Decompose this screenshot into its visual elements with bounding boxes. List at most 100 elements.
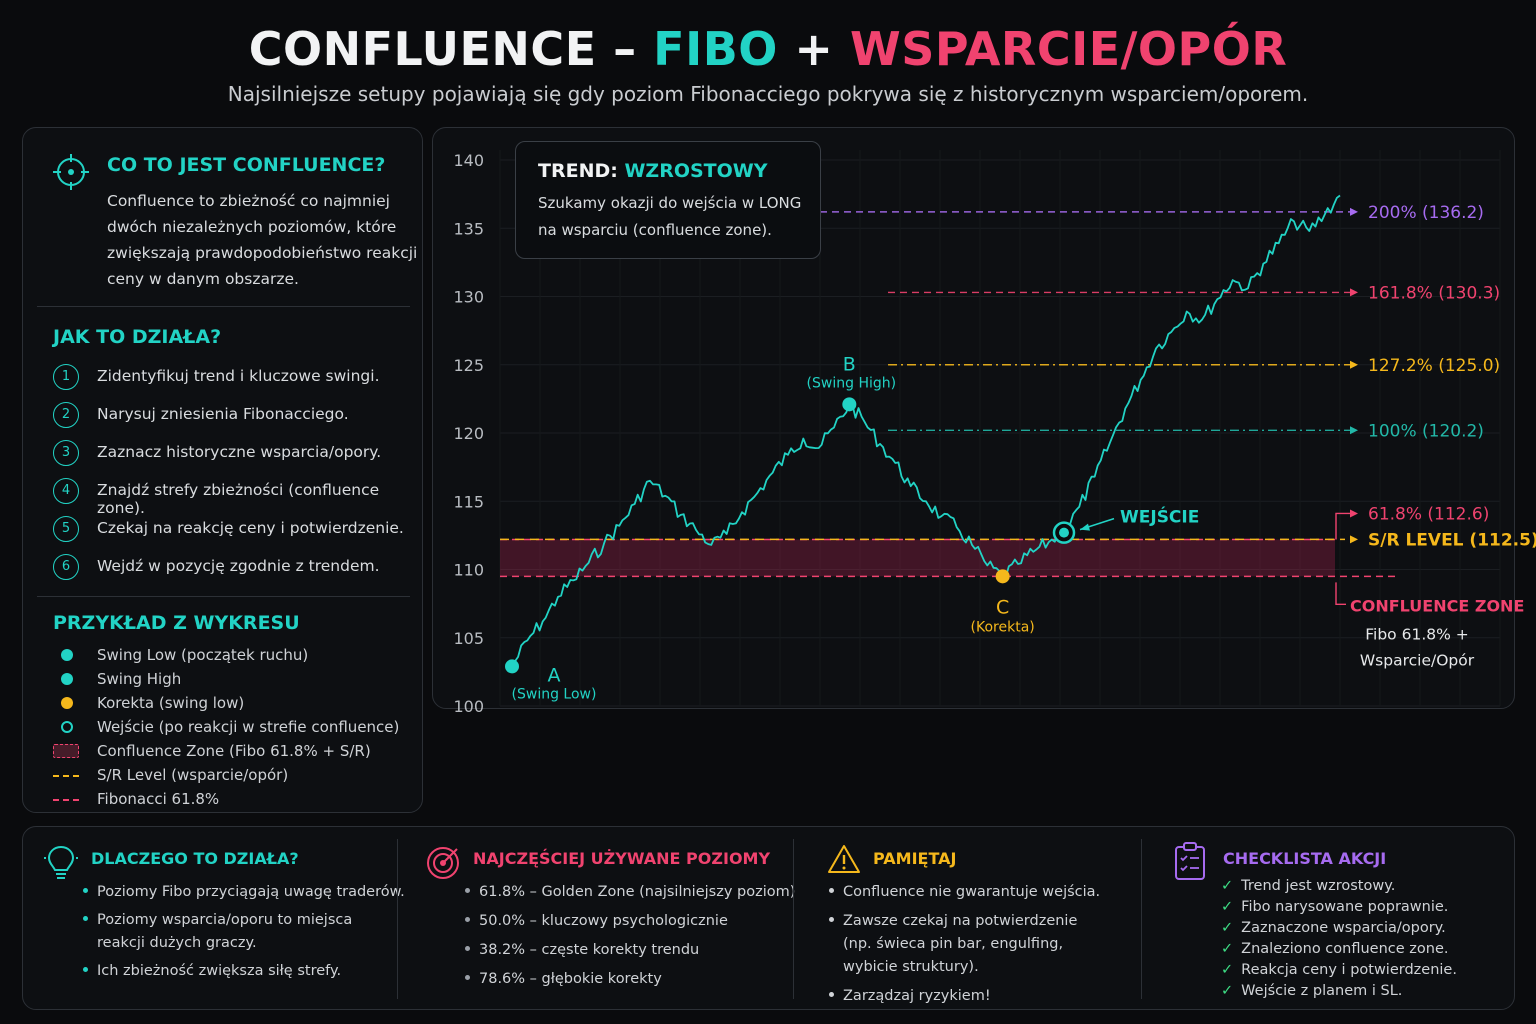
step-number: 6 (53, 554, 79, 580)
page-subtitle: Najsilniejsze setupy pojawiają się gdy p… (227, 82, 1309, 106)
check-icon: ✓ (1221, 941, 1234, 957)
list-item: Zarządzaj ryzykiem! (829, 985, 991, 1008)
column-divider (793, 839, 794, 999)
legend-marker-dash (53, 775, 79, 777)
bullet-icon (465, 887, 470, 893)
bullet-icon (465, 974, 470, 980)
list-item: Confluence nie gwarantuje wejścia. (829, 881, 1100, 904)
level-arrow-icon (1350, 288, 1358, 297)
point-label: (Swing High) (807, 375, 897, 391)
list-item: 78.6% – głębokie korekty (465, 968, 662, 991)
list-item: Poziomy Fibo przyciągają uwagę traderów. (83, 881, 405, 904)
bullet-icon (829, 991, 834, 997)
step-text: Narysuj zniesienia Fibonacciego. (97, 405, 349, 423)
trend-label: TREND: (538, 160, 618, 182)
confluence-zone-note: Fibo 61.8% + (1365, 625, 1469, 643)
trend-line: Szukamy okazji do wejścia w LONG (538, 194, 802, 212)
bullet-icon (829, 887, 834, 893)
y-tick-label: 140 (453, 151, 484, 170)
remember-title: PAMIĘTAJ (873, 849, 957, 868)
lightbulb-icon (44, 845, 78, 879)
entry-label: WEJŚCIE (1120, 506, 1199, 528)
confluence-zone (500, 539, 1335, 577)
check-icon: ✓ (1221, 899, 1234, 915)
target-icon (53, 154, 89, 190)
list-item: Poziomy wsparcia/oporu to miejsca reakcji… (83, 909, 352, 955)
swing-point-c (995, 569, 1010, 584)
bullet-icon (465, 916, 470, 922)
trend-text: Szukamy okazji do wejścia w LONG na wspa… (538, 190, 818, 244)
point-letter: A (548, 664, 561, 686)
level-label: S/R LEVEL (112.5) (1368, 530, 1536, 550)
check-icon: ✓ (1221, 878, 1234, 894)
fib-618-connector (1335, 512, 1350, 540)
checklist-item: ✓ Znaleziono confluence zone. (1221, 941, 1449, 957)
bullet-icon (83, 966, 88, 972)
check-icon: ✓ (1221, 983, 1234, 999)
checklist-item: ✓ Zaznaczone wsparcia/opory. (1221, 920, 1446, 936)
confluence-zone-label: CONFLUENCE ZONE (1350, 596, 1524, 615)
point-letter: C (996, 596, 1009, 618)
legend-text: S/R Level (wsparcie/opór) (97, 766, 289, 784)
trend-value: WZROSTOWY (624, 160, 768, 182)
zone-connector (1335, 582, 1346, 606)
what-line: zwiększają prawdopodobieństwo reakcji (107, 244, 418, 262)
step-text: Wejdź w pozycję zgodnie z trendem. (97, 557, 380, 575)
step-text: Czekaj na reakcję ceny i potwierdzenie. (97, 519, 404, 537)
levels-title: NAJCZĘŚCIEJ UŻYWANE POZIOMY (473, 849, 771, 868)
point-label: (Korekta) (971, 619, 1035, 635)
y-tick-label: 110 (453, 561, 484, 580)
what-line: dwóch niezależnych poziomów, które (107, 218, 397, 236)
step-number: 3 (53, 440, 79, 466)
left-panel: CO TO JEST CONFLUENCE? Confluence to zbi… (22, 127, 423, 813)
trend-line: na wsparciu (confluence zone). (538, 221, 772, 239)
page-title: CONFLUENCE – FIBO + WSPARCIE/OPÓR (0, 22, 1536, 76)
bullet-icon (829, 916, 834, 922)
column-divider (1141, 839, 1142, 999)
entry-dot (1059, 527, 1069, 538)
legend-text: Korekta (swing low) (97, 694, 245, 712)
divider (37, 596, 410, 597)
list-item: 50.0% – kluczowy psychologicznie (465, 910, 728, 933)
legend-marker-ring (61, 721, 73, 733)
legend-text: Wejście (po reakcji w strefie confluence… (97, 718, 400, 736)
level-arrow-icon (1350, 535, 1358, 544)
example-title: PRZYKŁAD Z WYKRESU (53, 612, 300, 634)
bottom-panel: DLACZEGO TO DZIAŁA? Poziomy Fibo przycią… (22, 826, 1515, 1010)
y-tick-label: 135 (453, 219, 484, 238)
legend-text: Swing Low (początek ruchu) (97, 646, 309, 664)
legend-marker-dot (61, 673, 73, 685)
clipboard-checklist-icon (1175, 842, 1205, 880)
trend-heading: TREND: WZROSTOWY (538, 160, 768, 182)
check-icon: ✓ (1221, 962, 1234, 978)
legend-marker-dot (61, 697, 73, 709)
step-text: Znajdź strefy zbieżności (confluence zon… (97, 481, 380, 517)
list-item: 61.8% – Golden Zone (najsilniejszy pozio… (465, 881, 795, 904)
how-title: JAK TO DZIAŁA? (53, 326, 222, 348)
checklist-item: ✓ Fibo narysowane poprawnie. (1221, 899, 1449, 915)
price-line (511, 194, 1341, 667)
step-number: 2 (53, 402, 79, 428)
level-label: 127.2% (125.0) (1368, 356, 1500, 376)
level-label: 200% (136.2) (1368, 203, 1484, 223)
legend-marker-dot (61, 649, 73, 661)
trend-box: TREND: WZROSTOWY Szukamy okazji do wejśc… (515, 141, 821, 259)
checklist-item: ✓ Trend jest wzrostowy. (1221, 878, 1396, 894)
level-arrow-icon (1350, 360, 1358, 369)
step-number: 5 (53, 516, 79, 542)
list-item: Ich zbieżność zwiększa siłę strefy. (83, 960, 341, 983)
what-line: ceny w danym obszarze. (107, 270, 299, 288)
title-part-fibo: FIBO (653, 22, 778, 76)
bullet-icon (83, 887, 88, 893)
entry-arrow-icon (1080, 523, 1090, 531)
step-text: Zaznacz historyczne wsparcia/opory. (97, 443, 382, 461)
legend-text: Fibonacci 61.8% (97, 790, 220, 808)
legend-marker-zone (53, 744, 79, 758)
y-tick-label: 130 (453, 288, 484, 307)
divider (37, 306, 410, 307)
y-tick-label: 125 (453, 356, 484, 375)
y-tick-label: 120 (453, 424, 484, 443)
warning-icon (828, 845, 860, 873)
swing-point-a (505, 659, 519, 674)
